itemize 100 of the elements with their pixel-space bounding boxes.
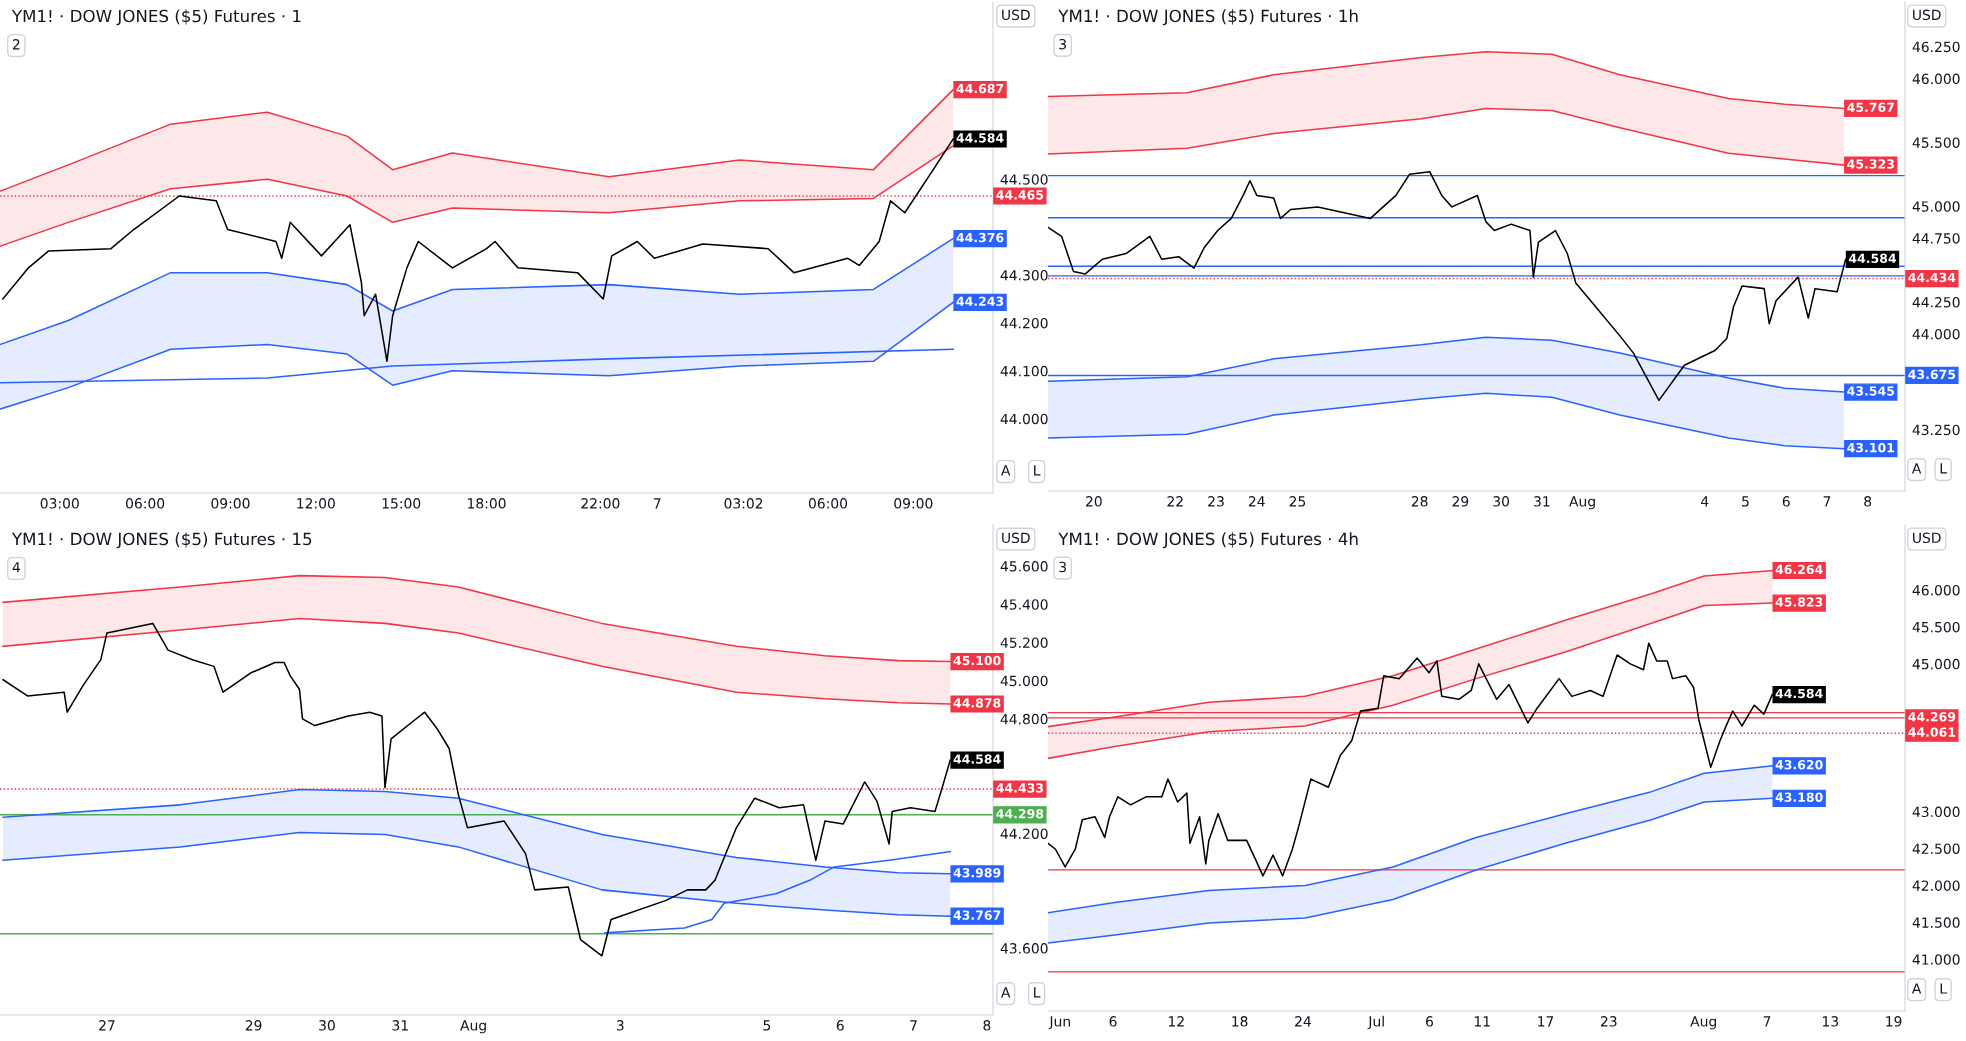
ref-line-label: 44.434: [1908, 272, 1956, 283]
y-tick-label: 41.000: [1912, 954, 1960, 965]
annotation: 3: [1059, 561, 1067, 573]
x-tick-label: 06:00: [808, 498, 848, 509]
data-label: 44.584: [956, 133, 1004, 143]
y-tick-label: 44.800: [1000, 713, 1048, 725]
data-label: 43.101: [1847, 442, 1895, 453]
x-tick-label: 12:00: [297, 498, 335, 509]
ref-line-label: 44.433: [996, 783, 1044, 793]
text: L: [1034, 465, 1041, 476]
y-tick-label: 45.400: [1000, 599, 1048, 610]
x-tick-label: 15:00: [382, 498, 421, 509]
x-tick-label: 17: [1538, 1016, 1554, 1027]
y-tick-label: 46.000: [1912, 584, 1960, 596]
x-tick-label: 18: [1232, 1016, 1248, 1027]
y-tick-label: 44.200: [1000, 317, 1048, 329]
x-tick-label: 25: [1289, 496, 1306, 507]
x-tick-label: 20: [1086, 496, 1102, 507]
data-label: 43.620: [1775, 759, 1823, 770]
chart-title: YM1! · DOW JONES ($5) Futures · 1: [11, 9, 301, 26]
ref-line-label: 43.675: [1908, 369, 1956, 380]
x-tick-label: 12: [1169, 1016, 1184, 1027]
x-tick-label: 11: [1474, 1016, 1490, 1027]
x-tick-label: 24: [1295, 1016, 1311, 1027]
x-tick-label: Jun: [1048, 1016, 1070, 1030]
y-tick-label: 44.750: [1912, 233, 1960, 244]
ref-line-label: 44.298: [996, 808, 1044, 819]
annotation: 2: [12, 39, 20, 50]
x-tick-label: 23: [1208, 496, 1224, 507]
y-tick-label: 45.500: [1912, 621, 1960, 633]
data-label: 46.264: [1775, 564, 1823, 575]
data-label: 44.584: [953, 754, 1001, 764]
y-tick-label: 45.000: [1000, 675, 1048, 687]
y-tick-label: 42.500: [1912, 843, 1960, 854]
chart-title: YM1! · DOW JONES ($5) Futures · 1h: [1058, 9, 1358, 26]
y-tick-label: 44.100: [1000, 365, 1048, 377]
text: A: [1911, 463, 1922, 474]
y-tick-label: 43.250: [1912, 424, 1960, 436]
x-tick-label: 30: [319, 1020, 335, 1031]
y-tick-label: 46.000: [1912, 73, 1960, 85]
x-tick-label: 29: [1452, 496, 1469, 507]
x-tick-label: 22: [1167, 496, 1183, 507]
y-tick-label: 42.000: [1912, 880, 1960, 891]
x-tick-label: 27: [99, 1020, 115, 1031]
x-tick-label: 7: [1823, 496, 1831, 507]
y-tick-label: 43.600: [1000, 943, 1048, 954]
chart-title: YM1! · DOW JONES ($5) Futures · 15: [11, 532, 312, 549]
ref-line-label: 44.465: [996, 190, 1044, 200]
x-tick-label: 19: [1886, 1016, 1902, 1027]
data-label: 44.878: [953, 698, 1001, 708]
x-tick-label: 31: [392, 1020, 408, 1031]
text: L: [1034, 987, 1041, 998]
y-tick-label: 45.500: [1912, 137, 1960, 148]
data-label: 43.767: [953, 910, 1001, 920]
y-tick-label: 44.000: [1912, 328, 1960, 340]
ref-line-label: 44.061: [1908, 727, 1956, 737]
x-tick-label: 30: [1493, 496, 1510, 507]
x-tick-label: 3: [616, 1020, 624, 1031]
data-label: 45.767: [1847, 102, 1894, 112]
y-tick-label: 45.000: [1912, 201, 1960, 212]
x-tick-label: 24: [1248, 496, 1265, 507]
y-tick-label: 43.000: [1912, 806, 1960, 818]
x-tick-label: 18:00: [468, 498, 506, 509]
x-tick-label: 8: [1864, 496, 1872, 507]
x-tick-label: 22:00: [581, 498, 620, 509]
x-tick-label: 6: [1782, 496, 1790, 507]
text: USD: [1002, 532, 1030, 544]
data-label: 43.989: [953, 868, 1001, 878]
annotation: 3: [1059, 38, 1067, 50]
x-tick-label: Aug: [1569, 496, 1595, 510]
x-tick-label: 7: [653, 498, 661, 509]
x-tick-label: 31: [1534, 496, 1550, 507]
data-label: 43.180: [1775, 792, 1823, 802]
text: L: [1940, 463, 1947, 474]
text: L: [1940, 983, 1947, 994]
x-tick-label: 29: [245, 1020, 262, 1031]
x-tick-label: Aug: [1690, 1016, 1717, 1030]
x-tick-label: 13: [1822, 1016, 1839, 1027]
x-tick-label: Jul: [1367, 1015, 1384, 1030]
x-tick-label: 7: [910, 1020, 917, 1031]
x-tick-label: Aug: [460, 1020, 486, 1034]
y-tick-label: 44.000: [1000, 413, 1048, 425]
x-tick-label: 03:00: [40, 498, 79, 509]
data-label: 44.687: [956, 83, 1004, 94]
x-tick-label: 6: [1109, 1016, 1117, 1027]
y-tick-label: 44.250: [1912, 297, 1960, 308]
x-tick-label: 6: [836, 1020, 844, 1031]
text: USD: [1913, 9, 1941, 21]
text: A: [1911, 983, 1922, 994]
data-label: 44.584: [1775, 688, 1823, 699]
ref-line-label: 44.269: [1908, 712, 1956, 722]
x-tick-label: 4: [1701, 496, 1709, 507]
annotation: 4: [12, 562, 20, 573]
y-tick-label: 41.500: [1912, 917, 1960, 928]
y-tick-label: 44.200: [1000, 828, 1048, 839]
x-tick-label: 23: [1600, 1016, 1617, 1027]
x-tick-label: 7: [1763, 1016, 1771, 1027]
y-tick-label: 45.600: [1000, 561, 1048, 572]
x-tick-label: 5: [763, 1020, 771, 1031]
data-label: 44.243: [956, 296, 1004, 306]
